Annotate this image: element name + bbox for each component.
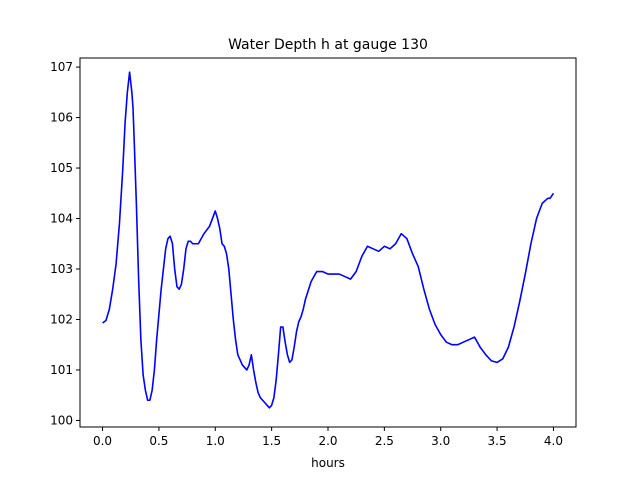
y-tick-label: 100 (50, 413, 73, 427)
x-tick-label: 1.0 (206, 434, 225, 448)
y-tick-label: 102 (50, 312, 73, 326)
x-tick-label: 1.5 (262, 434, 281, 448)
y-tick-label: 101 (50, 363, 73, 377)
x-axis-label: hours (311, 456, 345, 470)
x-tick-label: 3.5 (488, 434, 507, 448)
x-tick-label: 3.0 (431, 434, 450, 448)
x-tick-label: 0.0 (93, 434, 112, 448)
chart-title: Water Depth h at gauge 130 (228, 37, 428, 53)
y-tick-label: 105 (50, 161, 73, 175)
x-tick-label: 0.5 (149, 434, 168, 448)
x-tick-label: 2.0 (318, 434, 337, 448)
y-tick-label: 104 (50, 212, 73, 226)
y-tick-label: 107 (50, 60, 73, 74)
y-tick-label: 106 (50, 111, 73, 125)
plot-area (102, 71, 555, 409)
x-axis: 0.0 0.5 1.0 1.5 2.0 2.5 3.0 3.5 4.0 (93, 427, 563, 448)
x-tick-label: 4.0 (544, 434, 563, 448)
y-axis: 100 101 102 103 104 105 106 107 (50, 60, 80, 427)
x-tick-label: 2.5 (375, 434, 394, 448)
series-line-0 (102, 71, 555, 409)
y-tick-label: 103 (50, 262, 73, 276)
